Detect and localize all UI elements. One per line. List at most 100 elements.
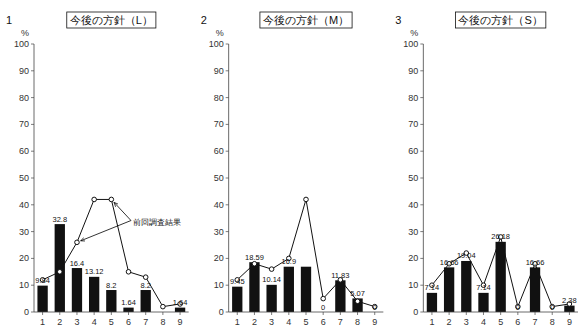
line [432,237,569,307]
x-axis [34,312,189,313]
y-tick-label: 60 [408,146,418,156]
data-label: 8.2 [140,281,150,290]
x-tick [128,312,129,315]
x-tick [162,312,163,315]
y-tick [226,231,229,232]
x-tick-label: 5 [498,317,503,327]
bar [352,298,362,312]
bar [444,267,454,312]
y-tick-label: 70 [214,119,224,129]
x-tick [254,312,255,315]
title-box [67,12,156,28]
x-tick-label: 3 [269,317,274,327]
x-tick-label: 4 [92,317,97,327]
plot-area [427,235,575,312]
x-tick [76,312,77,315]
bar [141,290,151,312]
x-tick-label: 3 [74,317,79,327]
y-tick-label: 90 [214,66,224,76]
bar [427,293,437,312]
y-tick [420,70,423,71]
x-tick-label: 9 [178,317,183,327]
line-marker [57,270,62,275]
y-tick-label: 30 [19,227,29,237]
x-tick-label: 6 [126,317,131,327]
y-tick [226,312,229,313]
x-tick [180,312,181,315]
y-tick-label: 70 [408,119,418,129]
data-labels: 9.4518.5910.1416.9011.835.070 [230,253,377,312]
y-tick [420,97,423,98]
x-tick [552,312,553,315]
x-tick-label: 3 [464,317,469,327]
x-tick [111,312,112,315]
data-labels: 7.1416.6619.047.1426.18016.6602.38 [425,232,577,311]
x-tick [466,312,467,315]
data-label: 16.66 [440,258,459,267]
data-labels: 9.8432.816.413.128.21.648.21.64 [35,215,187,308]
y-tick-label: 100 [14,39,29,49]
data-label: 8.2 [106,281,116,290]
x-tick-label: 9 [567,317,572,327]
x-tick [517,312,518,315]
x-tick [59,312,60,315]
y-tick-label: 30 [408,227,418,237]
bar [284,267,294,312]
plot-area [232,197,377,312]
y-tick-label: 0 [219,307,224,317]
y-tick [31,258,34,259]
x-tick-label: 2 [57,317,62,327]
y-tick [31,44,34,45]
data-label: 26.18 [491,232,510,241]
y-tick [420,285,423,286]
x-tick [569,312,570,315]
x-axis [229,312,384,313]
y-tick-label: 20 [19,253,29,263]
x-tick-label: 4 [286,317,291,327]
x-tick [271,312,272,315]
bar [55,224,65,312]
x-tick [357,312,358,315]
data-label: 16.4 [70,259,85,268]
y-tick-label: 50 [214,173,224,183]
y-tick [226,70,229,71]
x-tick-label: 9 [372,317,377,327]
y-tick-label: 80 [214,93,224,103]
data-label: 0 [321,303,325,312]
y-axis [228,44,229,312]
data-label: 0 [373,303,377,312]
y-tick [226,44,229,45]
annotation-arrow [114,202,131,220]
x-tick-label: 6 [515,317,520,327]
x-tick [449,312,450,315]
y-tick-label: 50 [408,173,418,183]
bar [89,277,99,312]
x-tick-label: 5 [109,317,114,327]
bar [175,308,185,312]
y-tick-label: 80 [19,93,29,103]
annotation: 前回調査結果 [133,218,181,227]
data-label: 7.14 [476,283,491,292]
x-tick [42,312,43,315]
bar [266,285,276,312]
bar [461,261,471,312]
line-marker [321,296,326,301]
x-tick-label: 7 [143,317,148,327]
y-tick-label: 20 [214,253,224,263]
y-tick [31,204,34,205]
data-label: 9.45 [230,277,245,286]
y-axis [34,44,35,312]
y-tick [420,231,423,232]
y-tick [226,204,229,205]
x-tick [500,312,501,315]
y-tick-label: 10 [408,280,418,290]
title-box [260,12,352,28]
x-tick-label: 6 [321,317,326,327]
x-axis [423,312,578,313]
title: 今後の方針（L） [70,14,153,26]
line-marker [126,270,131,275]
figure: 01020304050607080901001234567899.8432.81… [0,0,584,336]
x-tick-label: 2 [447,317,452,327]
data-label: 0 [516,303,520,312]
data-label: 32.8 [52,215,67,224]
